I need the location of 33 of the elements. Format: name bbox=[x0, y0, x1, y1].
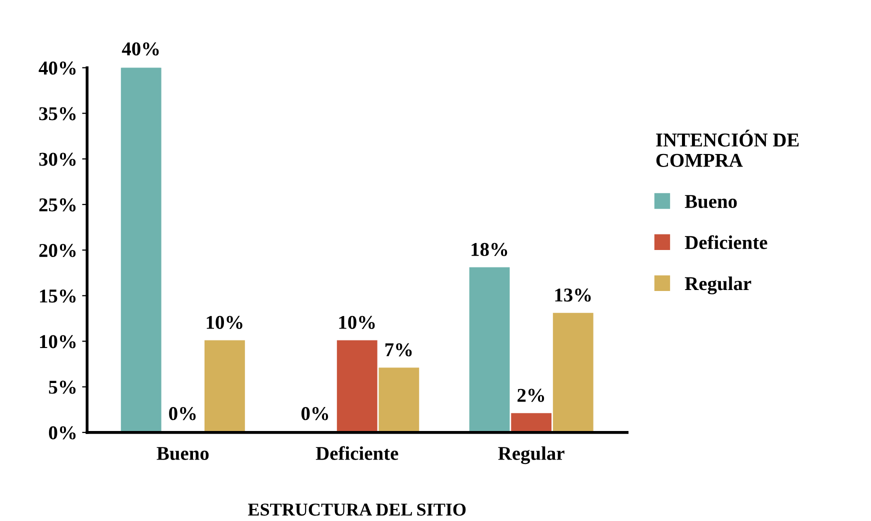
bar bbox=[511, 413, 552, 432]
y-tick-label: 10% bbox=[40, 335, 76, 348]
y-tick-label: 25% bbox=[39, 198, 76, 212]
data-label: 0% bbox=[301, 407, 328, 420]
bar bbox=[378, 368, 420, 432]
x-tick-label: Deficiente bbox=[316, 446, 398, 460]
legend-label: Regular bbox=[684, 276, 752, 294]
y-tick-label: 40% bbox=[38, 62, 76, 75]
data-label: 10% bbox=[206, 316, 242, 330]
y-tick-label: 30% bbox=[39, 152, 76, 166]
data-label: 7% bbox=[385, 343, 412, 356]
data-label: 13% bbox=[555, 288, 591, 302]
legend-label: Bueno bbox=[684, 195, 737, 208]
data-label: 0% bbox=[169, 407, 196, 420]
x-tick-label: Regular bbox=[498, 446, 564, 464]
x-tick-label: Bueno bbox=[156, 447, 209, 460]
y-tick-label: 0% bbox=[48, 426, 76, 440]
data-label: 40% bbox=[122, 42, 159, 56]
y-tick-label: 20% bbox=[39, 244, 76, 258]
data-label: 18% bbox=[472, 242, 508, 256]
data-label: 10% bbox=[339, 316, 375, 330]
y-tick-label: 35% bbox=[39, 107, 76, 120]
bar bbox=[204, 340, 245, 432]
legend-label: Deficiente bbox=[684, 235, 768, 250]
bar bbox=[469, 267, 510, 432]
y-tick-label: 15% bbox=[40, 289, 76, 303]
x-axis-title: ESTRUCTURA DEL SITIO bbox=[248, 504, 466, 516]
bar bbox=[552, 312, 594, 432]
y-tick-label: 5% bbox=[48, 380, 76, 394]
bar bbox=[336, 340, 378, 432]
legend-title: INTENCIÓN DE COMPRA bbox=[656, 130, 799, 167]
data-label: 2% bbox=[518, 388, 544, 402]
bar bbox=[120, 68, 162, 432]
